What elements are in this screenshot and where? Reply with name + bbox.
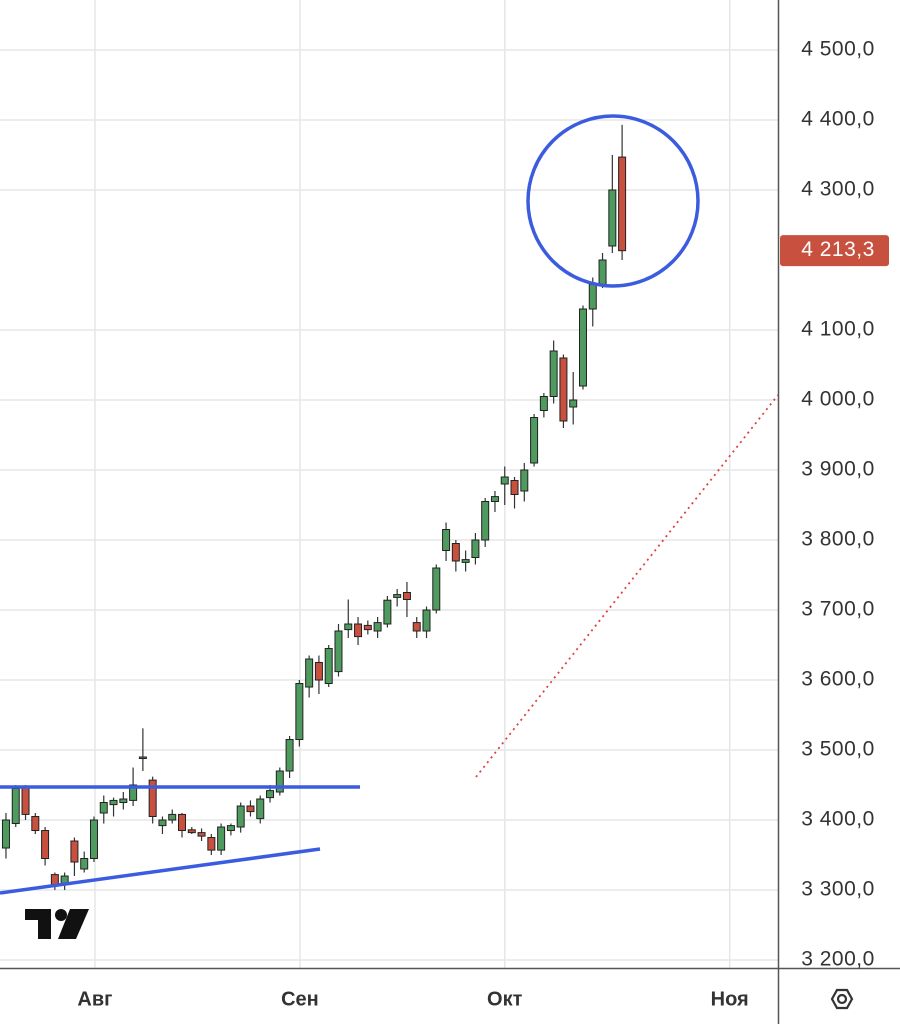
candle-body (481, 501, 490, 541)
candle-body (89, 819, 98, 860)
candle-body (129, 784, 138, 801)
logo (25, 909, 89, 939)
candle-body (256, 798, 265, 820)
candles (1, 124, 627, 891)
candle-body (11, 788, 20, 825)
candle-body (236, 805, 245, 828)
candle-body (393, 594, 402, 598)
candle-body (618, 156, 627, 252)
x-tick-label: Сен (281, 988, 319, 1010)
candle-body (422, 609, 431, 632)
candle-body (373, 622, 382, 632)
candle-body (80, 858, 89, 870)
candle-body (226, 825, 235, 832)
last-price-box (780, 235, 889, 267)
candle-body (148, 779, 157, 818)
candle-body (41, 830, 50, 860)
candle-body (451, 543, 460, 562)
candle-body (598, 259, 607, 285)
candle-body (549, 350, 558, 397)
candle-body (266, 790, 275, 799)
candle-body (31, 816, 40, 832)
candle-body (275, 770, 284, 793)
candle-body (559, 357, 568, 422)
candle-body (1, 819, 10, 849)
y-tick-label: 4 000,0 (801, 388, 875, 411)
candle-body (578, 308, 587, 387)
candle-body (246, 805, 255, 813)
axes: 3 200,0 3 300,0 3 400,0 3 500,0 3 600,0 3 700… (77, 38, 889, 1010)
candle-body (187, 829, 196, 834)
candle-body (21, 785, 30, 815)
candle-body (588, 283, 597, 310)
candle-body (285, 739, 294, 772)
candle-body (305, 658, 314, 688)
candle-body (138, 756, 147, 760)
y-tick-label: 3 200,0 (801, 948, 875, 971)
candle-body (490, 496, 499, 503)
candle-body (158, 819, 167, 827)
candle-body (402, 592, 411, 601)
candle-body (334, 630, 343, 673)
y-tick-label: 3 700,0 (801, 598, 875, 621)
y-tick-label: 4 400,0 (801, 108, 875, 131)
trend-line[interactable] (0, 847, 321, 895)
dotted-line[interactable] (475, 394, 779, 778)
settings-button[interactable] (830, 988, 854, 1010)
y-tick-label: 3 300,0 (801, 878, 875, 901)
candle-body (442, 529, 451, 552)
candle-body (207, 837, 216, 851)
candle-body (109, 799, 118, 806)
candle-body (363, 624, 372, 631)
x-tick-label: Окт (487, 988, 523, 1010)
candle-body (354, 623, 363, 638)
circle-annotation[interactable] (526, 114, 700, 288)
candle-body (530, 416, 539, 464)
x-tick-label: Ноя (711, 988, 749, 1010)
candle-body (569, 399, 578, 408)
y-tick-label: 4 500,0 (801, 38, 875, 61)
candle-body (217, 826, 226, 851)
candle-body (471, 539, 480, 559)
y-tick-label: 3 900,0 (801, 458, 875, 481)
y-tick-label: 4 100,0 (801, 318, 875, 341)
last-price-label: 4 213,3 (801, 238, 875, 261)
candle-body (461, 559, 470, 563)
candle-body (510, 479, 519, 496)
y-tick-label: 3 400,0 (801, 808, 875, 831)
candle-body (178, 813, 187, 832)
candle-body (383, 599, 392, 625)
y-tick-label: 4 300,0 (801, 178, 875, 201)
candle-body (344, 623, 353, 631)
y-tick-label: 3 500,0 (801, 738, 875, 761)
candle-body (314, 662, 323, 681)
candle-body (168, 813, 177, 821)
candle-body (324, 648, 333, 685)
candle-body (539, 395, 548, 411)
candle-body (119, 798, 128, 804)
candle-body (432, 567, 441, 611)
candle-body (608, 189, 617, 247)
candle-body (520, 469, 529, 492)
y-tick-label: 3 600,0 (801, 668, 875, 691)
grid (0, 0, 778, 968)
candle-body (295, 683, 304, 741)
candle-body (197, 832, 206, 837)
y-tick-label: 3 800,0 (801, 528, 875, 551)
candle-body (412, 622, 421, 632)
candle-body (70, 840, 79, 863)
candle-body (500, 476, 509, 485)
x-tick-label: Авг (77, 988, 112, 1010)
candle-body (99, 802, 108, 814)
